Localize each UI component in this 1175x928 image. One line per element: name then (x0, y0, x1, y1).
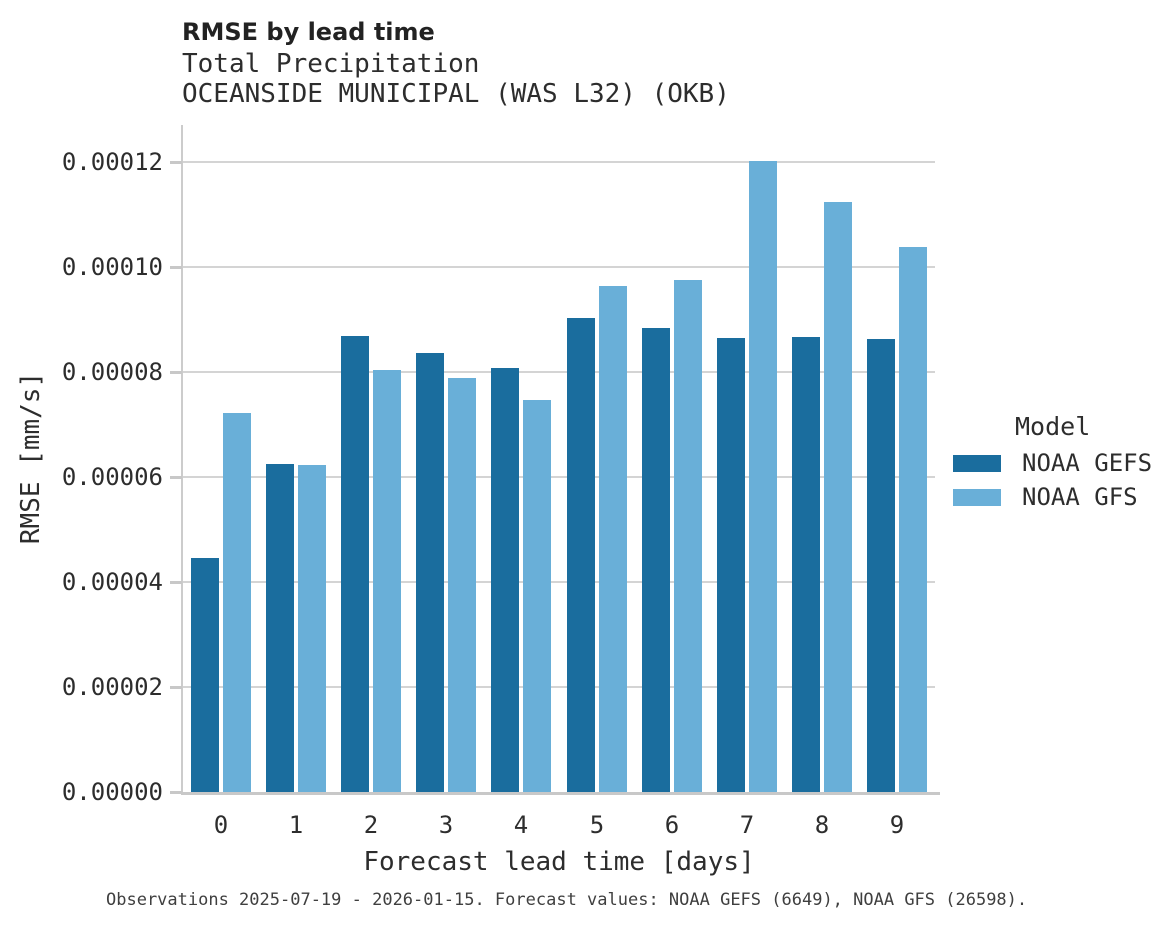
bar-noaa-gefs-day-1 (266, 464, 294, 792)
y-tick-label-0.00002: 0.00002 (61, 673, 163, 701)
x-tick-label-2: 2 (363, 811, 379, 839)
x-tick-label-4: 4 (513, 811, 529, 839)
bar-noaa-gefs-day-2 (341, 336, 369, 792)
bar-noaa-gfs-day-5 (599, 286, 627, 792)
chart-subtitle-station: OCEANSIDE MUNICIPAL (WAS L32) (OKB) (182, 79, 730, 109)
x-tick-label-0: 0 (213, 811, 229, 839)
y-axis-spine (181, 125, 183, 795)
bar-noaa-gfs-day-9 (899, 247, 927, 792)
y-tick-mark (170, 476, 182, 479)
chart-title: RMSE by lead time (182, 18, 435, 46)
x-tick-label-5: 5 (589, 811, 605, 839)
x-tick-label-6: 6 (664, 811, 680, 839)
x-axis-title: Forecast lead time [days] (363, 847, 755, 877)
bar-noaa-gefs-day-4 (491, 368, 519, 792)
x-tick-label-3: 3 (438, 811, 454, 839)
bar-noaa-gefs-day-0 (191, 558, 219, 792)
x-tick-label-9: 9 (889, 811, 905, 839)
bar-noaa-gfs-day-0 (223, 413, 251, 792)
bar-noaa-gefs-day-8 (792, 337, 820, 792)
bar-noaa-gefs-day-3 (416, 353, 444, 792)
bar-noaa-gfs-day-1 (298, 465, 326, 792)
y-tick-mark (170, 371, 182, 374)
bar-noaa-gefs-day-5 (567, 318, 595, 792)
bar-noaa-gfs-day-8 (824, 202, 852, 792)
y-tick-mark (170, 686, 182, 689)
plot-area (183, 125, 935, 792)
bar-noaa-gfs-day-3 (448, 378, 476, 792)
y-tick-label-0.00000: 0.00000 (61, 778, 163, 806)
legend-label-noaa-gefs: NOAA GEFS (1022, 449, 1153, 477)
gridline-0.00012 (183, 161, 935, 163)
gridline-0.00008 (183, 371, 935, 373)
bar-noaa-gfs-day-7 (749, 161, 777, 792)
x-tick-label-1: 1 (288, 811, 304, 839)
y-tick-mark (170, 791, 182, 794)
y-tick-label-0.00010: 0.00010 (61, 253, 163, 281)
legend-item-noaa-gfs: NOAA GFS (953, 483, 1138, 511)
legend-item-noaa-gefs: NOAA GEFS (953, 449, 1153, 477)
bar-noaa-gfs-day-6 (674, 280, 702, 792)
x-tick-label-7: 7 (739, 811, 755, 839)
y-tick-label-0.00006: 0.00006 (61, 463, 163, 491)
y-axis-title: RMSE [mm/s] (16, 371, 46, 545)
x-tick-label-8: 8 (814, 811, 830, 839)
gridline-0.00004 (183, 581, 935, 583)
bar-noaa-gefs-day-6 (642, 328, 670, 792)
legend: Model NOAA GEFS NOAA GFS (953, 412, 1175, 522)
bar-noaa-gefs-day-7 (717, 338, 745, 792)
x-axis-line (181, 792, 940, 795)
figure-caption: Observations 2025-07-19 - 2026-01-15. Fo… (106, 890, 1028, 910)
bar-noaa-gefs-day-9 (867, 339, 895, 792)
chart-subtitle-variable: Total Precipitation (182, 49, 480, 79)
y-tick-label-0.00008: 0.00008 (61, 358, 163, 386)
y-tick-mark (170, 266, 182, 269)
bar-noaa-gfs-day-4 (523, 400, 551, 792)
legend-swatch-noaa-gefs (953, 454, 1001, 472)
gridline-0.00006 (183, 476, 935, 478)
y-tick-mark (170, 161, 182, 164)
y-tick-label-0.00012: 0.00012 (61, 148, 163, 176)
legend-swatch-noaa-gfs (953, 488, 1001, 506)
bar-noaa-gfs-day-2 (373, 370, 401, 792)
legend-label-noaa-gfs: NOAA GFS (1022, 483, 1138, 511)
y-tick-mark (170, 581, 182, 584)
y-tick-label-0.00004: 0.00004 (61, 568, 163, 596)
legend-title: Model (1015, 412, 1091, 441)
gridline-0.00002 (183, 686, 935, 688)
gridline-0.00010 (183, 266, 935, 268)
